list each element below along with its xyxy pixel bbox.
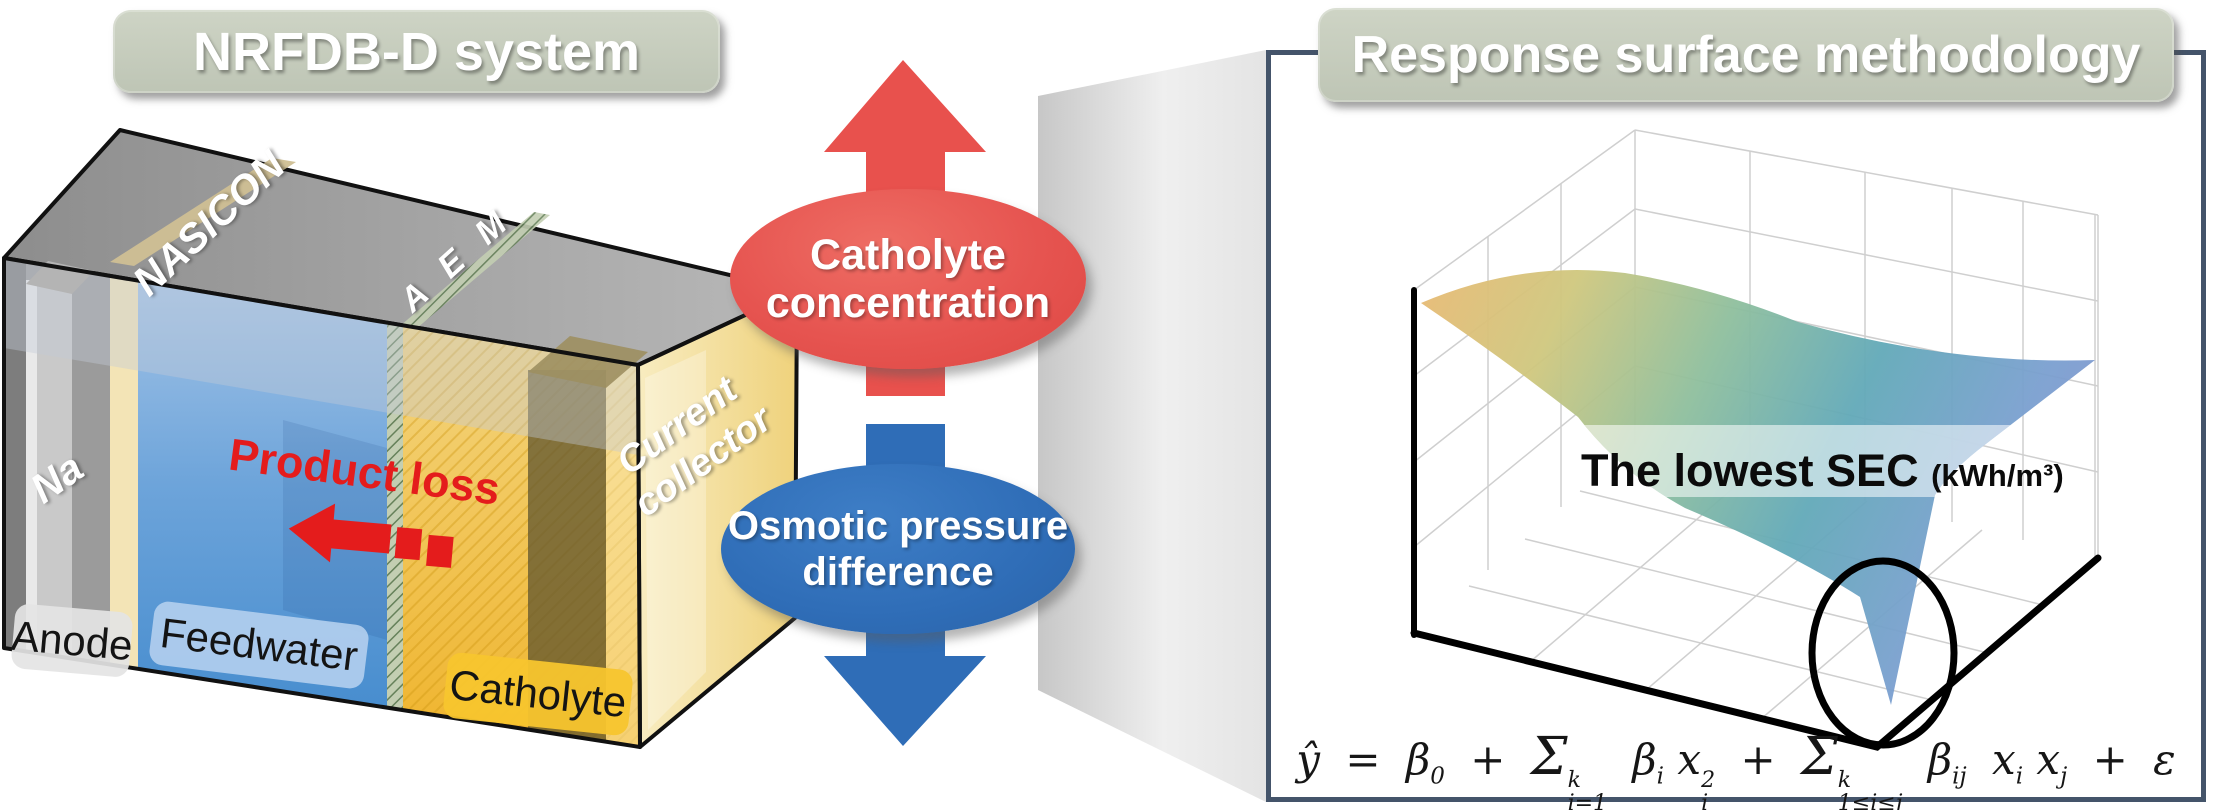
eq-sigma1-sub: i=1	[1567, 791, 1608, 810]
eq-x-i-sup: 2	[1701, 768, 1716, 793]
na-electrode-highlight	[26, 280, 37, 747]
osmotic-pressure-oval: Osmotic pressure difference	[721, 464, 1075, 634]
right-title: Response surface methodology	[1318, 8, 2174, 102]
eq-x-j: x	[2036, 735, 2061, 784]
osmotic-pressure-line1: Osmotic pressure	[727, 504, 1069, 548]
lowest-sec-text: The lowest SEC	[1581, 445, 1919, 496]
catholyte-concentration-oval: Catholyte concentration	[730, 189, 1086, 369]
product-loss-arrow-icon	[288, 503, 454, 568]
anode-pill: Anode	[10, 602, 135, 679]
eq-x-i-sub: i	[1701, 791, 1709, 810]
eq-x-i2: x	[1992, 735, 2016, 784]
eq-sigma1: Σ	[1530, 727, 1568, 787]
eq-beta-ij: β	[1927, 735, 1953, 784]
aem-front-strip	[387, 300, 403, 747]
eq-sigma2-sup: k	[1837, 768, 1852, 793]
eq-beta0-sub: 0	[1430, 763, 1445, 790]
eq-x-i: x	[1677, 735, 1702, 784]
eq-beta-i: β	[1632, 735, 1657, 784]
lowest-sec-annotation: The lowest SEC (kWh/m³)	[1581, 445, 2064, 497]
osmotic-pressure-line2: difference	[802, 550, 994, 594]
eq-plus2: +	[1740, 735, 1776, 784]
eq-x-i2-sub: i	[2015, 763, 2024, 790]
catholyte-concentration-line1: Catholyte	[810, 231, 1006, 279]
eq-epsilon: ε	[2153, 735, 2176, 784]
left-title: NRFDB-D system	[113, 10, 720, 93]
eq-x-j-sub: j	[2060, 763, 2068, 790]
eq-sigma2-sub: 1≤i≤j	[1837, 791, 1903, 810]
nasicon-membrane-plane	[110, 158, 296, 266]
aem-membrane-plane	[387, 212, 550, 340]
eq-plus1: +	[1470, 735, 1506, 784]
cell-right-face-highlight	[645, 350, 706, 730]
eq-equals: =	[1345, 735, 1381, 784]
eq-beta0: β	[1405, 735, 1431, 784]
cell-front-outline	[2, 256, 642, 749]
surface-plot	[1410, 129, 2102, 751]
eq-beta-ij-sub: ij	[1952, 763, 1967, 790]
eq-plus3: +	[2092, 735, 2128, 784]
eq-lhs: ŷ	[1296, 735, 1321, 784]
headspace-glass-band	[4, 258, 638, 455]
zoom-projection-beam	[1038, 50, 1266, 802]
eq-beta-i-sub: i	[1656, 763, 1665, 790]
current-collector-top	[528, 336, 648, 388]
eq-sigma2: Σ	[1801, 727, 1838, 787]
eq-sigma1-sup: k	[1567, 768, 1581, 793]
catholyte-concentration-line2: concentration	[765, 279, 1051, 327]
optimum-circle-icon	[1808, 557, 1958, 749]
lowest-sec-unit: (kWh/m³)	[1931, 458, 2064, 493]
